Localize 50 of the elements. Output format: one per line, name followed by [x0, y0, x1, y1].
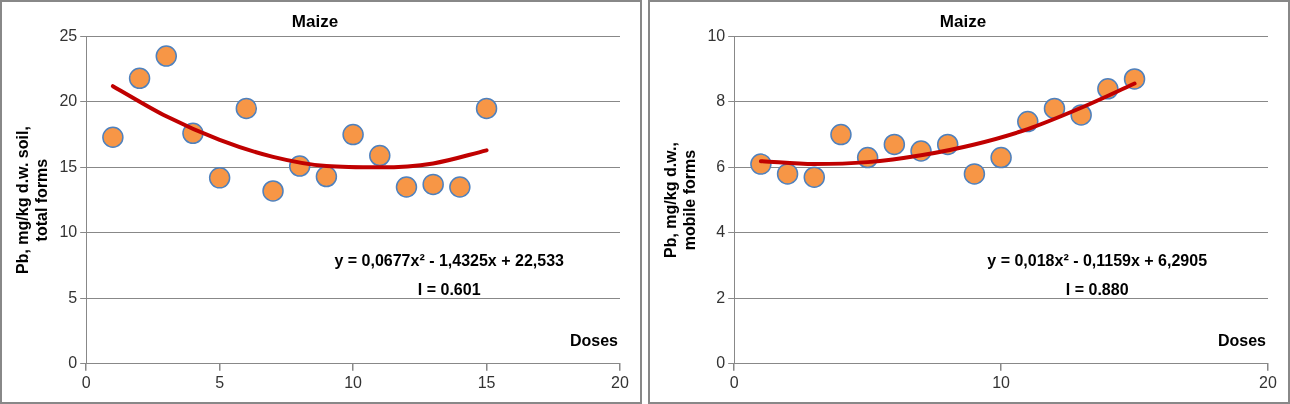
- point: [128, 67, 151, 90]
- x-tick-label: 0: [81, 373, 91, 391]
- y-tick-label: 6: [716, 157, 726, 175]
- y-tick-label: 10: [59, 223, 78, 241]
- point: [883, 133, 906, 156]
- point: [315, 165, 338, 188]
- x-tick-label: 10: [992, 373, 1011, 391]
- y-tick-label: 0: [716, 354, 726, 372]
- chart-title: Maize: [939, 11, 987, 31]
- point: [102, 126, 124, 148]
- point: [342, 123, 364, 146]
- y-tick-label: 25: [59, 26, 78, 44]
- point: [475, 97, 498, 120]
- point: [963, 163, 986, 185]
- point: [776, 163, 799, 185]
- annotation: y = 0,018x² - 0,1159x + 6,2905: [987, 251, 1208, 269]
- x-axis-title: Doses: [1217, 331, 1267, 349]
- point: [369, 144, 391, 167]
- x-tick-label: 10: [344, 373, 363, 391]
- y-tick-label: 20: [59, 92, 78, 110]
- annotation: y = 0,0677x² - 1,4325x + 22,533: [334, 251, 565, 269]
- y-tick-label: 10: [707, 26, 726, 44]
- x-tick-label: 20: [1259, 373, 1277, 391]
- y-tick-label: 4: [716, 223, 726, 241]
- x-axis-title: Doses: [569, 331, 619, 349]
- y-tick-label: 8: [716, 92, 726, 110]
- y-tick-label: 2: [716, 288, 726, 306]
- annotation: I = 0.601: [417, 281, 481, 299]
- x-tick-label: 5: [215, 373, 225, 391]
- point: [155, 45, 178, 67]
- point: [449, 176, 471, 198]
- point: [830, 123, 852, 146]
- point: [235, 97, 258, 120]
- y-tick-label: 5: [68, 288, 78, 306]
- point: [208, 167, 231, 189]
- point: [1043, 97, 1066, 120]
- point: [803, 166, 826, 188]
- x-tick-label: 0: [729, 373, 739, 391]
- point: [422, 173, 444, 196]
- point: [262, 180, 284, 202]
- annotation: I = 0.880: [1065, 281, 1129, 299]
- point: [990, 146, 1012, 169]
- chart-title: Maize: [291, 11, 339, 31]
- point: [395, 176, 418, 198]
- y-axis-title: Pb, mg/kg d.w., mobile forms: [662, 142, 699, 259]
- y-tick-label: 0: [68, 354, 78, 372]
- x-tick-label: 20: [611, 373, 629, 391]
- y-axis-title: Pb, mg/kg d.w. soil, total forms: [14, 126, 51, 275]
- y-tick-label: 15: [59, 157, 78, 175]
- x-tick-label: 15: [477, 373, 496, 391]
